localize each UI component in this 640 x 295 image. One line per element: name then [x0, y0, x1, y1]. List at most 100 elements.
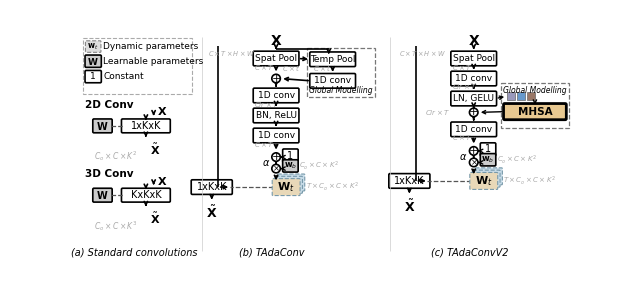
FancyBboxPatch shape — [253, 88, 299, 103]
FancyBboxPatch shape — [275, 176, 303, 193]
Text: $C \times t$: $C \times t$ — [313, 63, 332, 73]
Bar — [307, 48, 375, 97]
FancyBboxPatch shape — [451, 91, 497, 106]
FancyBboxPatch shape — [480, 154, 496, 166]
FancyBboxPatch shape — [283, 149, 298, 162]
Text: +: + — [271, 73, 281, 83]
Text: $\mathbf{w}_b$: $\mathbf{w}_b$ — [284, 161, 297, 171]
FancyBboxPatch shape — [470, 173, 498, 189]
Text: $\mathbf{W}$: $\mathbf{W}$ — [96, 120, 109, 132]
Text: $C \times T$: $C \times T$ — [254, 63, 275, 72]
Text: 1: 1 — [485, 144, 491, 154]
Text: $Clr \times T$: $Clr \times T$ — [426, 108, 451, 117]
Text: $\alpha$: $\alpha$ — [460, 152, 467, 162]
Text: Dynamic parameters: Dynamic parameters — [103, 42, 198, 51]
Text: +: + — [469, 146, 478, 156]
FancyBboxPatch shape — [85, 41, 101, 52]
Text: $\tilde{\mathbf{X}}$: $\tilde{\mathbf{X}}$ — [206, 205, 218, 221]
FancyBboxPatch shape — [451, 71, 497, 86]
Text: 3D Conv: 3D Conv — [85, 169, 134, 179]
Text: KxKxK: KxKxK — [131, 190, 161, 200]
Text: BN, ReLU: BN, ReLU — [255, 111, 296, 120]
Text: X: X — [271, 34, 282, 48]
Text: (b) TAdaConv: (b) TAdaConv — [239, 247, 305, 257]
Text: $\mathbf{W}_t$: $\mathbf{W}_t$ — [475, 174, 493, 188]
Text: 1D conv: 1D conv — [455, 74, 492, 83]
Text: 1D conv: 1D conv — [455, 125, 492, 134]
Text: $Clr \times T$: $Clr \times T$ — [452, 83, 477, 91]
Text: $T \times C_o \times C \times K^2$: $T \times C_o \times C \times K^2$ — [503, 175, 556, 187]
FancyBboxPatch shape — [480, 143, 496, 156]
FancyBboxPatch shape — [253, 51, 299, 66]
FancyBboxPatch shape — [253, 108, 299, 123]
Text: X: X — [468, 34, 479, 48]
FancyBboxPatch shape — [472, 170, 500, 187]
Text: $\mathbf{w}_b$: $\mathbf{w}_b$ — [481, 155, 495, 165]
Text: $\tilde{\mathbf{X}}$: $\tilde{\mathbf{X}}$ — [150, 211, 160, 226]
Text: $C_o \times C \times K^3$: $C_o \times C \times K^3$ — [94, 219, 138, 232]
Text: 1D conv: 1D conv — [314, 76, 351, 85]
Circle shape — [469, 147, 478, 155]
FancyBboxPatch shape — [85, 71, 101, 83]
Circle shape — [272, 164, 280, 173]
Text: $\mathbf{W}$: $\mathbf{W}$ — [87, 56, 99, 67]
Text: +: + — [469, 107, 478, 117]
Circle shape — [272, 153, 280, 161]
Text: 1xKxK: 1xKxK — [131, 121, 161, 131]
Text: $Clr \times T$: $Clr \times T$ — [254, 100, 280, 109]
Text: 1xKxK: 1xKxK — [394, 176, 424, 186]
Text: $C \times t$: $C \times t$ — [282, 63, 301, 73]
Text: $\mathbf{W}$: $\mathbf{W}$ — [96, 189, 109, 201]
FancyBboxPatch shape — [253, 128, 299, 143]
FancyBboxPatch shape — [283, 160, 298, 172]
Text: $\alpha$: $\alpha$ — [262, 158, 270, 168]
Text: X: X — [157, 177, 166, 187]
Text: 1: 1 — [287, 150, 294, 160]
Bar — [501, 83, 569, 128]
FancyBboxPatch shape — [122, 188, 170, 202]
FancyBboxPatch shape — [93, 119, 112, 133]
Text: Constant: Constant — [103, 72, 144, 81]
Bar — [83, 38, 191, 94]
Text: $\times$: $\times$ — [272, 164, 280, 174]
Text: X: X — [157, 107, 166, 117]
Text: $T \times C_o \times C \times K^2$: $T \times C_o \times C \times K^2$ — [305, 181, 358, 193]
Text: Global Modelling: Global Modelling — [309, 86, 373, 96]
Text: $C \times T$: $C \times T$ — [452, 133, 472, 142]
FancyBboxPatch shape — [310, 52, 355, 67]
Text: MHSA: MHSA — [518, 106, 552, 117]
Text: Spat Pool: Spat Pool — [255, 54, 297, 63]
Text: $C \times T$: $C \times T$ — [254, 140, 275, 149]
Text: (a) Standard convolutions: (a) Standard convolutions — [71, 247, 198, 257]
FancyBboxPatch shape — [451, 122, 497, 137]
Text: Spat Pool: Spat Pool — [452, 54, 495, 63]
Text: Global Modelling: Global Modelling — [503, 86, 567, 95]
Circle shape — [272, 74, 280, 83]
Text: 1xKxK: 1xKxK — [196, 182, 227, 192]
FancyBboxPatch shape — [451, 51, 497, 66]
Bar — [517, 92, 525, 100]
Text: $C \times T \times H \times W$: $C \times T \times H \times W$ — [399, 49, 446, 58]
FancyBboxPatch shape — [389, 174, 430, 188]
Text: 1D conv: 1D conv — [257, 91, 294, 100]
Text: $\tilde{\mathbf{X}}$: $\tilde{\mathbf{X}}$ — [150, 142, 160, 157]
FancyBboxPatch shape — [191, 180, 232, 194]
FancyBboxPatch shape — [474, 168, 502, 185]
Circle shape — [469, 108, 478, 117]
FancyBboxPatch shape — [504, 104, 566, 120]
Text: $C_o \times C \times K^2$: $C_o \times C \times K^2$ — [300, 159, 339, 172]
FancyBboxPatch shape — [122, 119, 170, 133]
Text: Learnable parameters: Learnable parameters — [103, 57, 204, 66]
Text: 1D conv: 1D conv — [257, 131, 294, 140]
Text: 2D Conv: 2D Conv — [85, 100, 134, 110]
FancyBboxPatch shape — [277, 174, 305, 191]
FancyBboxPatch shape — [93, 188, 112, 202]
Bar — [527, 92, 535, 100]
Text: +: + — [271, 152, 281, 162]
Text: $\tilde{\mathbf{X}}$: $\tilde{\mathbf{X}}$ — [404, 199, 415, 215]
Text: $C \times T$: $C \times T$ — [452, 63, 472, 72]
Text: $\mathbf{W}_t$: $\mathbf{W}_t$ — [277, 180, 295, 194]
Text: LN, GELU: LN, GELU — [453, 94, 494, 103]
Text: $C_o \times C \times K^2$: $C_o \times C \times K^2$ — [94, 149, 138, 163]
Text: (c) TAdaConvV2: (c) TAdaConvV2 — [431, 247, 509, 257]
